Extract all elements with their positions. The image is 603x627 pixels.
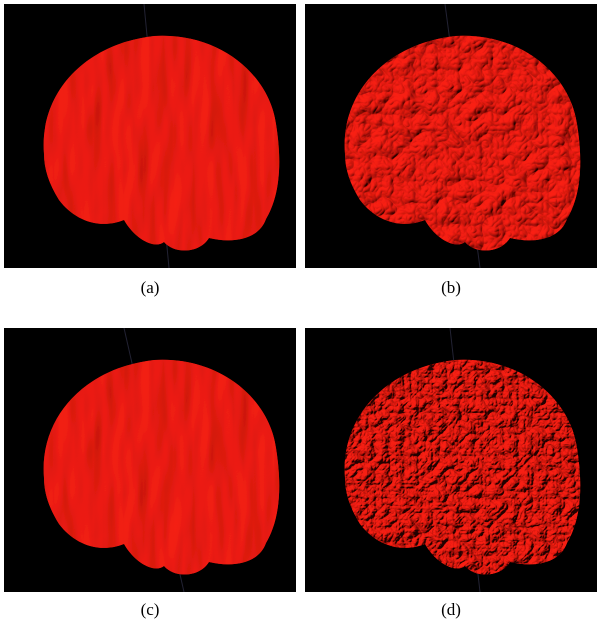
- panel-b-image: [305, 4, 597, 268]
- panel-caption: (b): [305, 278, 597, 298]
- panel-caption: (c): [4, 600, 296, 620]
- panel-c-image: [4, 328, 296, 592]
- figure: (a) (b) (c) (d): [0, 0, 603, 627]
- panel-caption: (a): [4, 278, 296, 298]
- panel-a-image: [4, 4, 296, 268]
- panel-caption: (d): [305, 600, 597, 620]
- panel-d-image: [305, 328, 597, 592]
